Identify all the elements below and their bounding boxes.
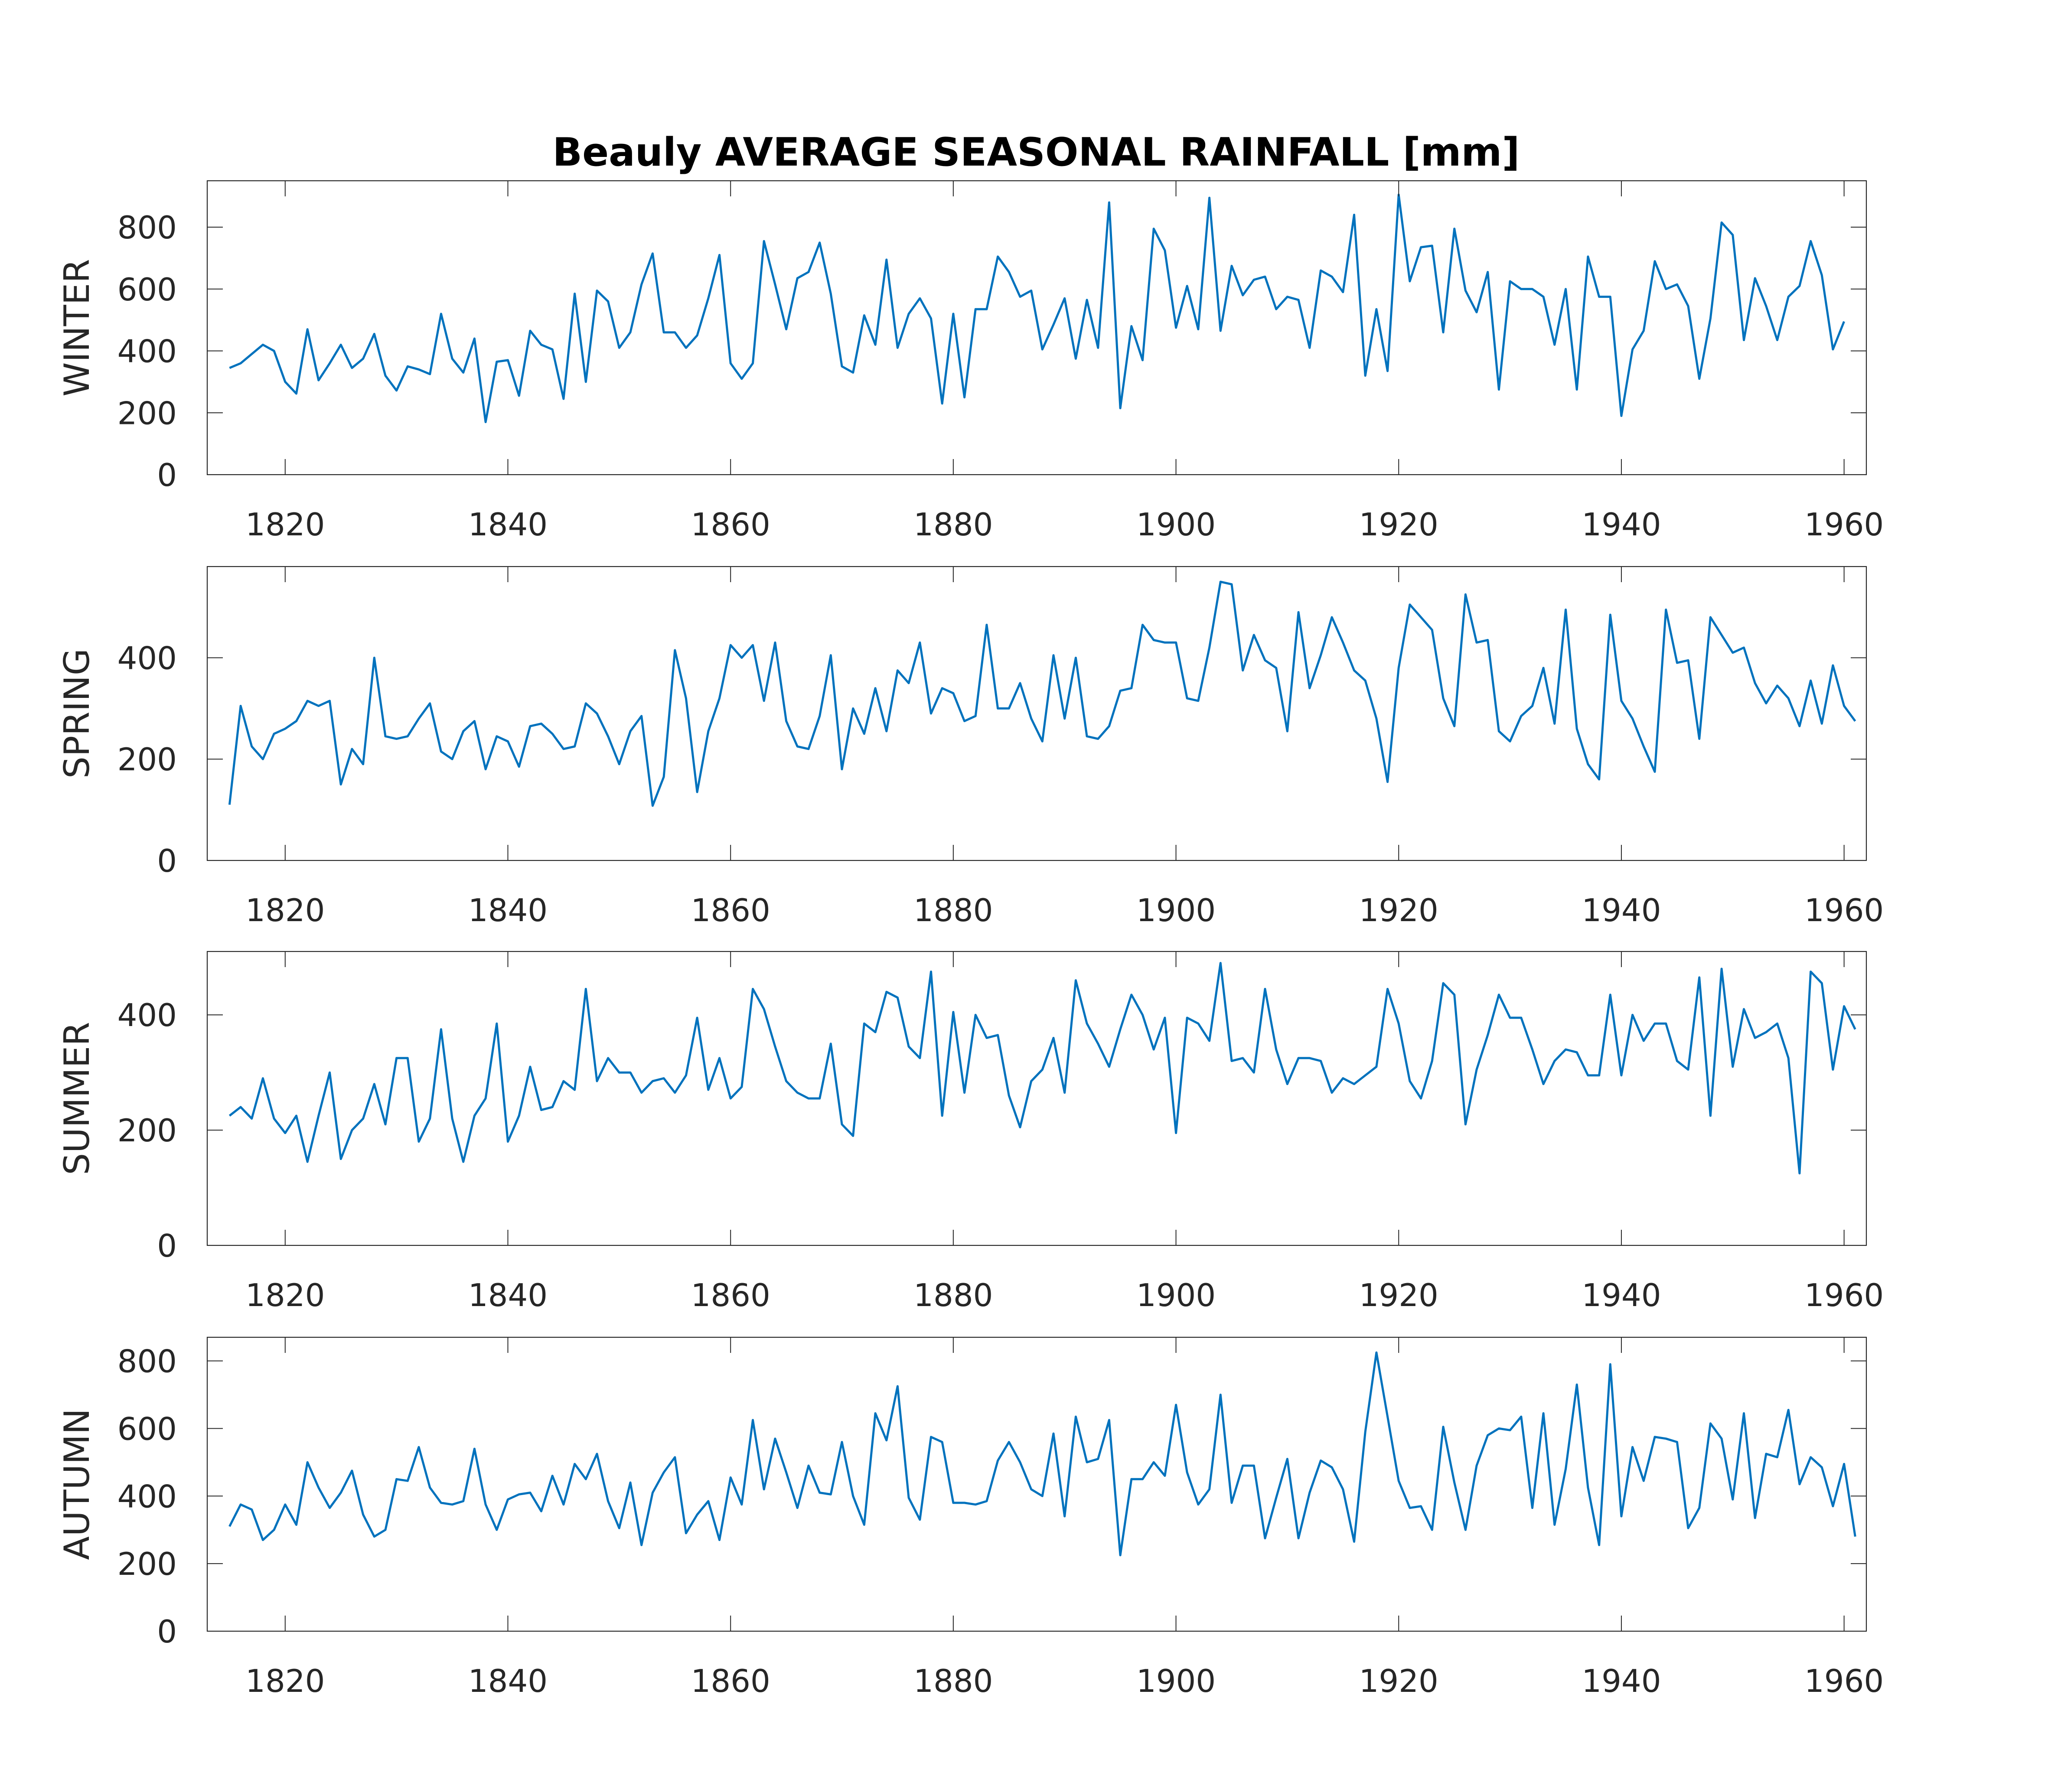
- chart-title: Beauly AVERAGE SEASONAL RAINFALL [mm]: [553, 130, 1520, 175]
- x-tick-label-autumn: 1880: [913, 1663, 993, 1699]
- x-tick-label-summer: 1920: [1359, 1277, 1438, 1313]
- y-tick-label-summer: 400: [117, 997, 177, 1033]
- y-tick-label-winter: 800: [117, 209, 177, 246]
- x-tick-label-autumn: 1900: [1136, 1663, 1216, 1699]
- x-tick-label-spring: 1840: [468, 892, 548, 929]
- x-tick-label-autumn: 1920: [1359, 1663, 1438, 1699]
- panel-winter: 0 200 400 600 800 1820 1840 1860 1880 1900 1920 194…: [57, 180, 1884, 543]
- x-tick-label-winter: 1840: [468, 506, 548, 543]
- y-axis-label-summer: SUMMER: [57, 1022, 97, 1175]
- y-tick-label-spring: 200: [117, 741, 177, 778]
- plot-area-spring: [206, 566, 1867, 861]
- y-tick-label-summer: 200: [117, 1112, 177, 1149]
- panels: 0 200 400 600 800 1820 1840 1860 1880 1900 1920 194…: [57, 180, 1884, 1699]
- x-tick-label-autumn: 1820: [245, 1663, 325, 1699]
- x-tick-label-winter: 1900: [1136, 506, 1216, 543]
- y-tick-label-autumn: 200: [117, 1546, 177, 1582]
- y-tick-label-autumn: 400: [117, 1478, 177, 1515]
- x-tick-label-winter: 1820: [245, 506, 325, 543]
- y-tick-label-winter: 200: [117, 395, 177, 431]
- plot-area-summer: [206, 951, 1867, 1246]
- y-axis-label-spring: SPRING: [57, 648, 97, 779]
- plot-area-winter: [206, 180, 1867, 476]
- x-tick-label-summer: 1900: [1136, 1277, 1216, 1313]
- x-tick-label-spring: 1940: [1582, 892, 1661, 929]
- x-tick-label-summer: 1880: [913, 1277, 993, 1313]
- x-tick-label-spring: 1920: [1359, 892, 1438, 929]
- x-tick-label-autumn: 1860: [691, 1663, 770, 1699]
- x-tick-label-spring: 1860: [691, 892, 770, 929]
- y-tick-label-winter: 0: [157, 457, 177, 493]
- x-tick-label-winter: 1860: [691, 506, 770, 543]
- x-tick-label-summer: 1820: [245, 1277, 325, 1313]
- x-tick-label-winter: 1880: [913, 506, 993, 543]
- x-tick-label-summer: 1840: [468, 1277, 548, 1313]
- y-tick-label-autumn: 0: [157, 1613, 177, 1650]
- x-tick-label-spring: 1820: [245, 892, 325, 929]
- x-tick-label-summer: 1860: [691, 1277, 770, 1313]
- x-tick-label-spring: 1880: [913, 892, 993, 929]
- series-line-autumn: [228, 1351, 1856, 1557]
- series-line-spring: [228, 580, 1856, 807]
- panel-spring: 0 200 400 1820 1840 1860 1880 1900 1920 1940 1960 S…: [57, 566, 1884, 929]
- series-line-summer: [228, 962, 1856, 1175]
- x-tick-label-autumn: 1940: [1582, 1663, 1661, 1699]
- y-tick-label-winter: 600: [117, 271, 177, 308]
- x-tick-label-spring: 1960: [1804, 892, 1884, 929]
- x-tick-label-winter: 1960: [1804, 506, 1884, 543]
- x-tick-label-spring: 1900: [1136, 892, 1216, 929]
- y-tick-label-summer: 0: [157, 1228, 177, 1264]
- y-tick-label-autumn: 800: [117, 1343, 177, 1380]
- x-tick-label-autumn: 1840: [468, 1663, 548, 1699]
- y-tick-label-autumn: 600: [117, 1411, 177, 1447]
- x-tick-label-summer: 1940: [1582, 1277, 1661, 1313]
- panel-autumn: 0 200 400 600 800 1820 1840 1860 1880 1900 1920 194…: [57, 1336, 1884, 1699]
- x-tick-label-winter: 1940: [1582, 506, 1661, 543]
- x-tick-label-autumn: 1960: [1804, 1663, 1884, 1699]
- x-tick-label-winter: 1920: [1359, 506, 1438, 543]
- y-axis-label-autumn: AUTUMN: [57, 1408, 97, 1560]
- series-line-winter: [229, 193, 1845, 424]
- y-axis-label-winter: WINTER: [57, 259, 97, 397]
- x-tick-label-summer: 1960: [1804, 1277, 1884, 1313]
- plot-area-autumn: [206, 1336, 1867, 1632]
- y-tick-label-spring: 0: [157, 843, 177, 879]
- panel-summer: 0 200 400 1820 1840 1860 1880 1900 1920 1940 1960 S…: [57, 951, 1884, 1313]
- y-tick-label-spring: 400: [117, 640, 177, 676]
- y-tick-label-winter: 400: [117, 333, 177, 370]
